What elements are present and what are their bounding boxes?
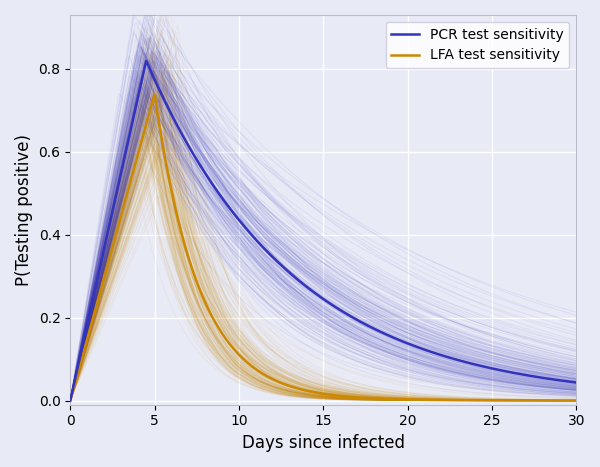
LFA test sensitivity xyxy=(157,130,164,136)
X-axis label: Days since infected: Days since infected xyxy=(242,434,405,452)
Legend: PCR test sensitivity, LFA test sensitivity: PCR test sensitivity, LFA test sensitivi… xyxy=(386,22,569,68)
Line: PCR test sensitivity: PCR test sensitivity xyxy=(70,61,576,401)
Line: LFA test sensitivity: LFA test sensitivity xyxy=(70,95,576,401)
PCR test sensitivity xyxy=(197,164,205,170)
PCR test sensitivity xyxy=(143,58,150,64)
LFA test sensitivity xyxy=(151,92,158,98)
PCR test sensitivity xyxy=(448,355,455,361)
PCR test sensitivity xyxy=(406,341,413,347)
LFA test sensitivity xyxy=(67,398,74,403)
LFA test sensitivity xyxy=(406,397,413,403)
PCR test sensitivity xyxy=(157,90,164,95)
PCR test sensitivity xyxy=(67,398,74,403)
LFA test sensitivity xyxy=(296,386,304,392)
LFA test sensitivity xyxy=(572,398,580,403)
LFA test sensitivity xyxy=(448,397,455,403)
PCR test sensitivity xyxy=(365,324,373,329)
LFA test sensitivity xyxy=(197,290,205,296)
PCR test sensitivity xyxy=(296,279,304,284)
LFA test sensitivity xyxy=(365,396,373,401)
Y-axis label: P(Testing positive): P(Testing positive) xyxy=(15,134,33,286)
PCR test sensitivity xyxy=(572,380,580,385)
